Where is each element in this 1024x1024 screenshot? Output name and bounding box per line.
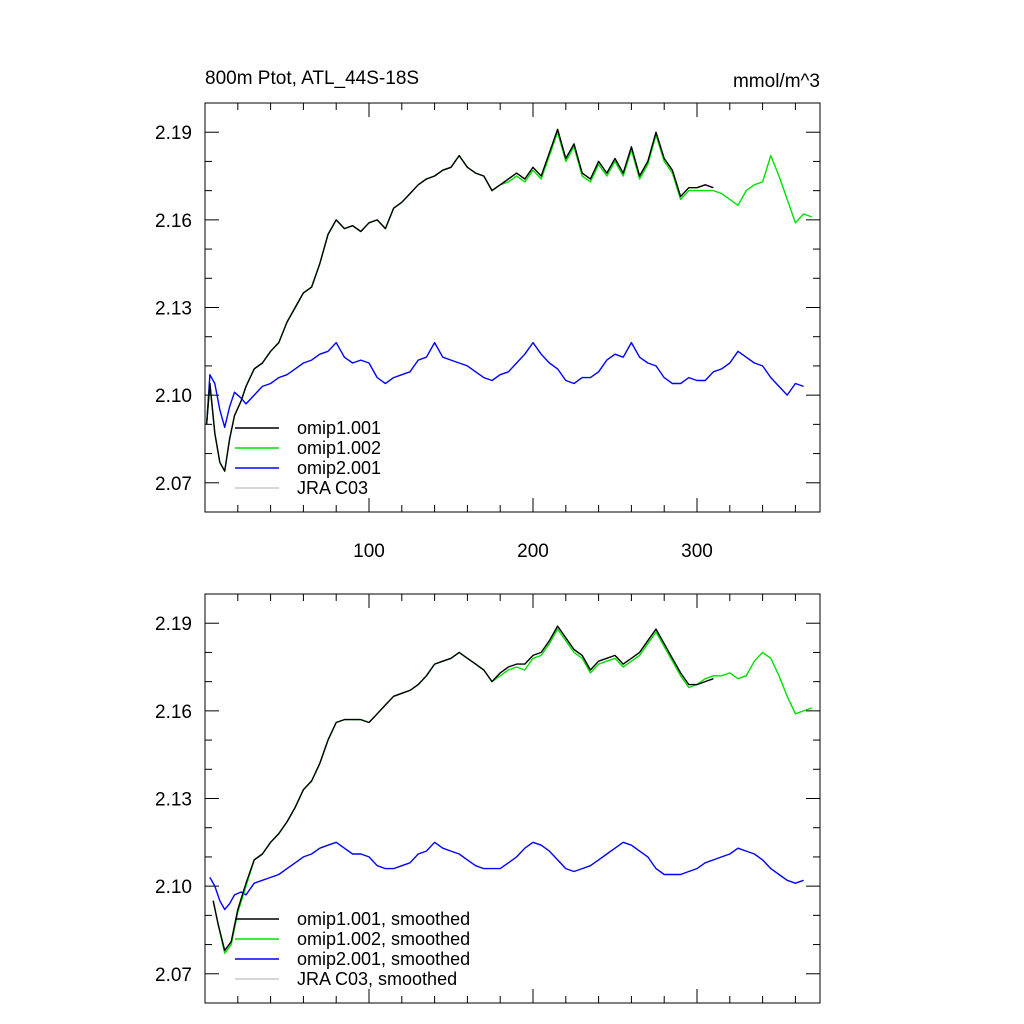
legend-label: omip2.001, smoothed [297,949,470,969]
series-line-2 [205,341,804,428]
units-label: mmol/m^3 [733,71,820,92]
y-tick-label: 2.16 [155,211,192,232]
y-tick-label: 2.16 [155,702,192,723]
series-line-0 [212,625,714,952]
legend-label: omip1.001 [297,418,381,438]
y-tick-label: 2.19 [155,123,192,144]
chart-title: 800m Ptot, ATL_44S-18S [205,68,419,89]
legend-label: omip1.001, smoothed [297,909,470,929]
series-line-0 [205,128,714,472]
y-tick-label: 2.07 [155,474,192,495]
y-tick-label: 2.07 [155,965,192,986]
series-line-2 [209,841,804,911]
legend-label: JRA C03, smoothed [297,969,457,989]
y-tick-label: 2.13 [155,790,192,811]
x-tick-label: 300 [681,541,713,562]
legend-label: omip1.002 [297,438,381,458]
y-tick-label: 2.10 [155,386,192,407]
legend-label: omip1.002, smoothed [297,929,470,949]
x-tick-label: 100 [353,541,385,562]
y-tick-label: 2.19 [155,614,192,635]
legend-label: JRA C03 [297,478,368,498]
legend-label: omip2.001 [297,458,381,478]
y-tick-label: 2.10 [155,877,192,898]
x-tick-label: 200 [517,541,549,562]
y-tick-label: 2.13 [155,299,192,320]
